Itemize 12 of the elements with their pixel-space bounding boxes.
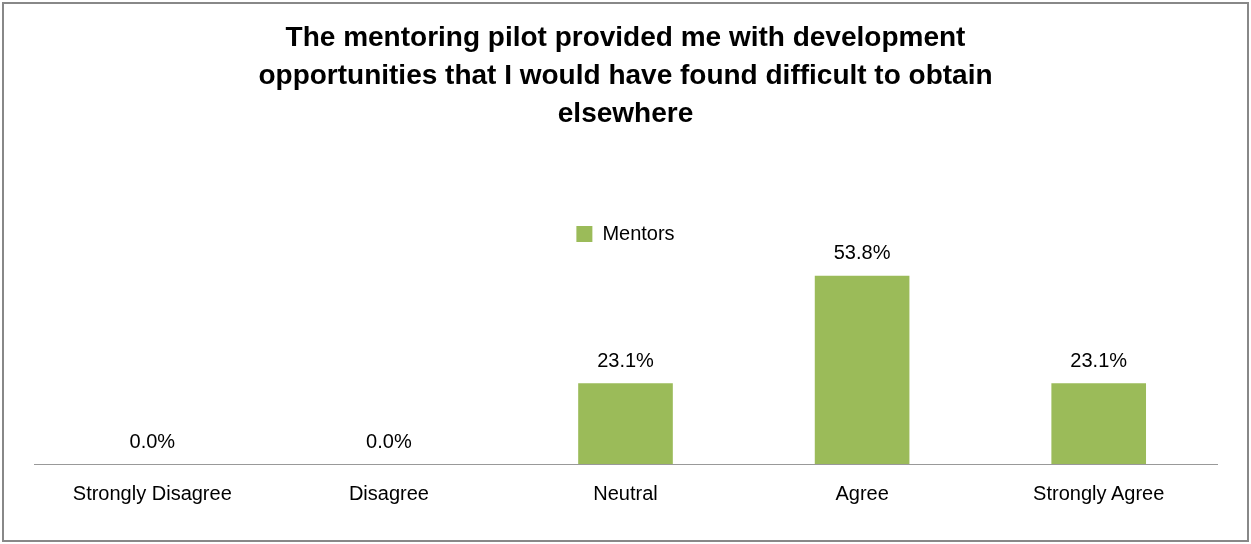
legend-label: Mentors — [602, 221, 675, 244]
data-label: 53.8% — [833, 241, 891, 264]
x-tick-label: Strongly Agree — [1033, 481, 1165, 504]
data-label: 23.1% — [597, 348, 655, 371]
x-tick-label: Disagree — [348, 481, 429, 504]
x-tick-label: Neutral — [593, 481, 658, 504]
x-tick-label: Agree — [835, 481, 889, 504]
x-tick-label: Strongly Disagree — [72, 481, 232, 504]
data-label: 0.0% — [366, 429, 412, 452]
chart-title: The mentoring pilot provided me with development opportunities that I would have found difficult to obtain elsewhere — [257, 20, 994, 130]
data-label: 0.0% — [129, 429, 176, 452]
data-label: 23.1% — [1070, 348, 1128, 371]
